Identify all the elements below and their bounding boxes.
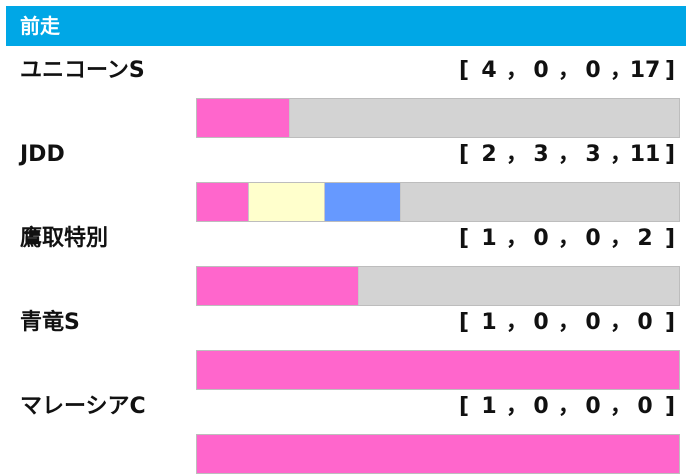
record-separator: ， [610, 394, 633, 419]
first-place-segment [197, 435, 679, 473]
record-label: [1， 0， 0， 0] [456, 308, 678, 338]
third-place-segment [323, 183, 400, 221]
record-bracket: [ [458, 226, 470, 251]
other-place-segment [288, 99, 679, 137]
race-name: ユニコーンS [20, 58, 145, 83]
section-header: 前走 [6, 6, 686, 46]
stacked-bar [196, 182, 680, 222]
record-count: 0 [533, 310, 549, 335]
race-row: マレーシアC[1， 0， 0， 0] [0, 392, 692, 476]
first-place-segment [197, 351, 679, 389]
race-row: JDD[2， 3， 3， 11] [0, 140, 692, 224]
record-count: 0 [585, 310, 601, 335]
record-separator: ， [506, 226, 529, 251]
race-name: JDD [20, 142, 65, 167]
record-count: 1 [481, 226, 497, 251]
record-count: 0 [585, 58, 601, 83]
record-bracket: [ [458, 142, 470, 167]
record-separator: ， [558, 226, 581, 251]
record-count: 0 [533, 58, 549, 83]
race-row: 青竜S[1， 0， 0， 0] [0, 308, 692, 392]
race-name: 鷹取特別 [20, 226, 109, 251]
record-separator: ， [506, 142, 529, 167]
record-count: 0 [637, 394, 653, 419]
race-name: マレーシアC [20, 394, 146, 419]
record-count: 0 [585, 226, 601, 251]
record-separator: ， [610, 310, 633, 335]
record-count: 4 [481, 58, 497, 83]
record-count: 1 [481, 394, 497, 419]
record-separator: ， [506, 58, 529, 83]
record-label: [1， 0， 0， 2] [456, 224, 678, 254]
record-bracket: [ [458, 394, 470, 419]
section-title: 前走 [20, 14, 60, 38]
record-count: 2 [637, 226, 653, 251]
record-bracket: ] [664, 58, 676, 83]
stacked-bar [196, 434, 680, 474]
record-separator: ， [558, 142, 581, 167]
record-count: 3 [585, 142, 601, 167]
record-separator: ， [610, 58, 633, 83]
second-place-segment [247, 183, 324, 221]
record-count: 2 [481, 142, 497, 167]
race-name: 青竜S [20, 310, 80, 335]
record-count: 0 [637, 310, 653, 335]
stacked-bar [196, 266, 680, 306]
record-label: [1， 0， 0， 0] [456, 392, 678, 422]
record-separator: ， [558, 58, 581, 83]
race-row: 鷹取特別[1， 0， 0， 2] [0, 224, 692, 308]
record-count: 0 [533, 226, 549, 251]
record-count: 0 [533, 394, 549, 419]
record-bracket: [ [458, 58, 470, 83]
stacked-bar [196, 350, 680, 390]
other-place-segment [357, 267, 679, 305]
stacked-bar [196, 98, 680, 138]
record-bracket: ] [664, 394, 676, 419]
record-label: [2， 3， 3， 11] [456, 140, 678, 170]
record-separator: ， [558, 394, 581, 419]
record-separator: ， [610, 226, 633, 251]
record-bracket: ] [664, 226, 676, 251]
other-place-segment [399, 183, 679, 221]
record-count: 1 [481, 310, 497, 335]
record-separator: ， [610, 142, 633, 167]
record-separator: ， [558, 310, 581, 335]
first-place-segment [197, 99, 289, 137]
record-count: 17 [629, 58, 661, 83]
record-separator: ， [506, 394, 529, 419]
record-separator: ， [506, 310, 529, 335]
record-bracket: [ [458, 310, 470, 335]
record-count: 3 [533, 142, 549, 167]
record-bracket: ] [664, 310, 676, 335]
first-place-segment [197, 183, 248, 221]
record-count: 11 [629, 142, 661, 167]
first-place-segment [197, 267, 358, 305]
record-count: 0 [585, 394, 601, 419]
race-row: ユニコーンS[4， 0， 0， 17] [0, 56, 692, 140]
record-bracket: ] [664, 142, 676, 167]
record-label: [4， 0， 0， 17] [456, 56, 678, 86]
